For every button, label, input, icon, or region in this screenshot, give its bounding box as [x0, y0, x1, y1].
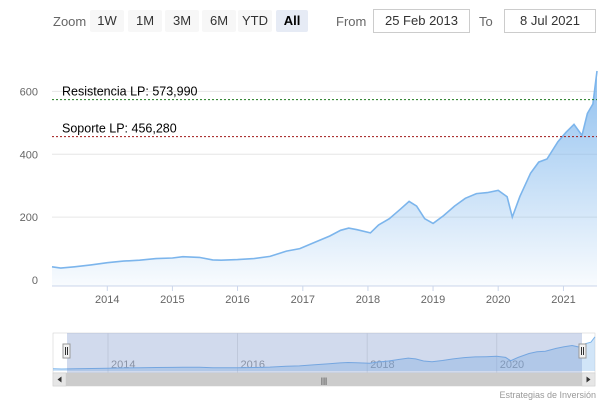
- from-date-input[interactable]: 25 Feb 2013: [373, 9, 470, 33]
- navigator-handle-left[interactable]: [62, 343, 71, 359]
- y-axis: 0 200 400 600: [20, 86, 38, 287]
- scrollbar[interactable]: |||: [52, 372, 596, 387]
- price-area: [52, 71, 597, 286]
- zoom-button-6m[interactable]: 6M: [202, 10, 236, 32]
- annotation-label-0: Resistencia LP: 573,990: [62, 85, 198, 99]
- x-tick-label: 2018: [356, 294, 380, 306]
- scrollbar-thumb[interactable]: [66, 373, 582, 386]
- zoom-button-all[interactable]: All: [276, 10, 308, 32]
- navigator-year-label: 2020: [500, 359, 524, 371]
- navigator-area: [53, 336, 595, 371]
- to-date-input[interactable]: 8 Jul 2021: [504, 9, 596, 33]
- x-tick-label: 2016: [225, 294, 249, 306]
- x-tick-label: 2017: [291, 294, 315, 306]
- zoom-button-1m[interactable]: 1M: [128, 10, 162, 32]
- navigator-line: [52, 336, 596, 370]
- zoom-button-3m[interactable]: 3M: [165, 10, 199, 32]
- y-tick-label: 0: [32, 275, 38, 287]
- x-tick-label: 2015: [160, 294, 184, 306]
- annotations: Resistencia LP: 573,990 Soporte LP: 456,2…: [52, 85, 597, 138]
- scrollbar-grip: |||: [321, 377, 327, 386]
- zoom-button-ytd[interactable]: YTD: [238, 10, 272, 32]
- y-tick-label: 600: [20, 86, 38, 98]
- price-line: [51, 70, 598, 269]
- credits: Estrategias de Inversión: [499, 390, 596, 400]
- navigator[interactable]: 2014 2016 2018 2020: [52, 332, 596, 374]
- x-tick-label: 2014: [95, 294, 119, 306]
- navigator-selection[interactable]: [67, 333, 582, 373]
- y-tick-label: 200: [20, 212, 38, 224]
- zoom-button-1w[interactable]: 1W: [90, 10, 124, 32]
- x-tick-label: 2021: [551, 294, 575, 306]
- navigator-handle-right[interactable]: [578, 343, 587, 359]
- x-axis: 2014 2015 2016 2017 2018 2019 2020 2021: [52, 285, 597, 306]
- x-tick-label: 2019: [421, 294, 445, 306]
- y-grid: [52, 90, 597, 218]
- annotation-label-1: Soporte LP: 456,280: [62, 122, 177, 136]
- navigator-frame: [52, 332, 596, 374]
- zoom-label: Zoom: [53, 14, 87, 29]
- scroll-right-arrow-icon: [586, 376, 591, 383]
- to-label: To: [479, 14, 493, 29]
- range-selector: Zoom 1W 1M 3M 6M YTD All From 25 Feb 201…: [0, 0, 609, 40]
- x-tick-label: 2020: [486, 294, 510, 306]
- y-tick-label: 400: [20, 149, 38, 161]
- from-label: From: [336, 14, 367, 29]
- scroll-left-arrow-icon: [57, 376, 62, 383]
